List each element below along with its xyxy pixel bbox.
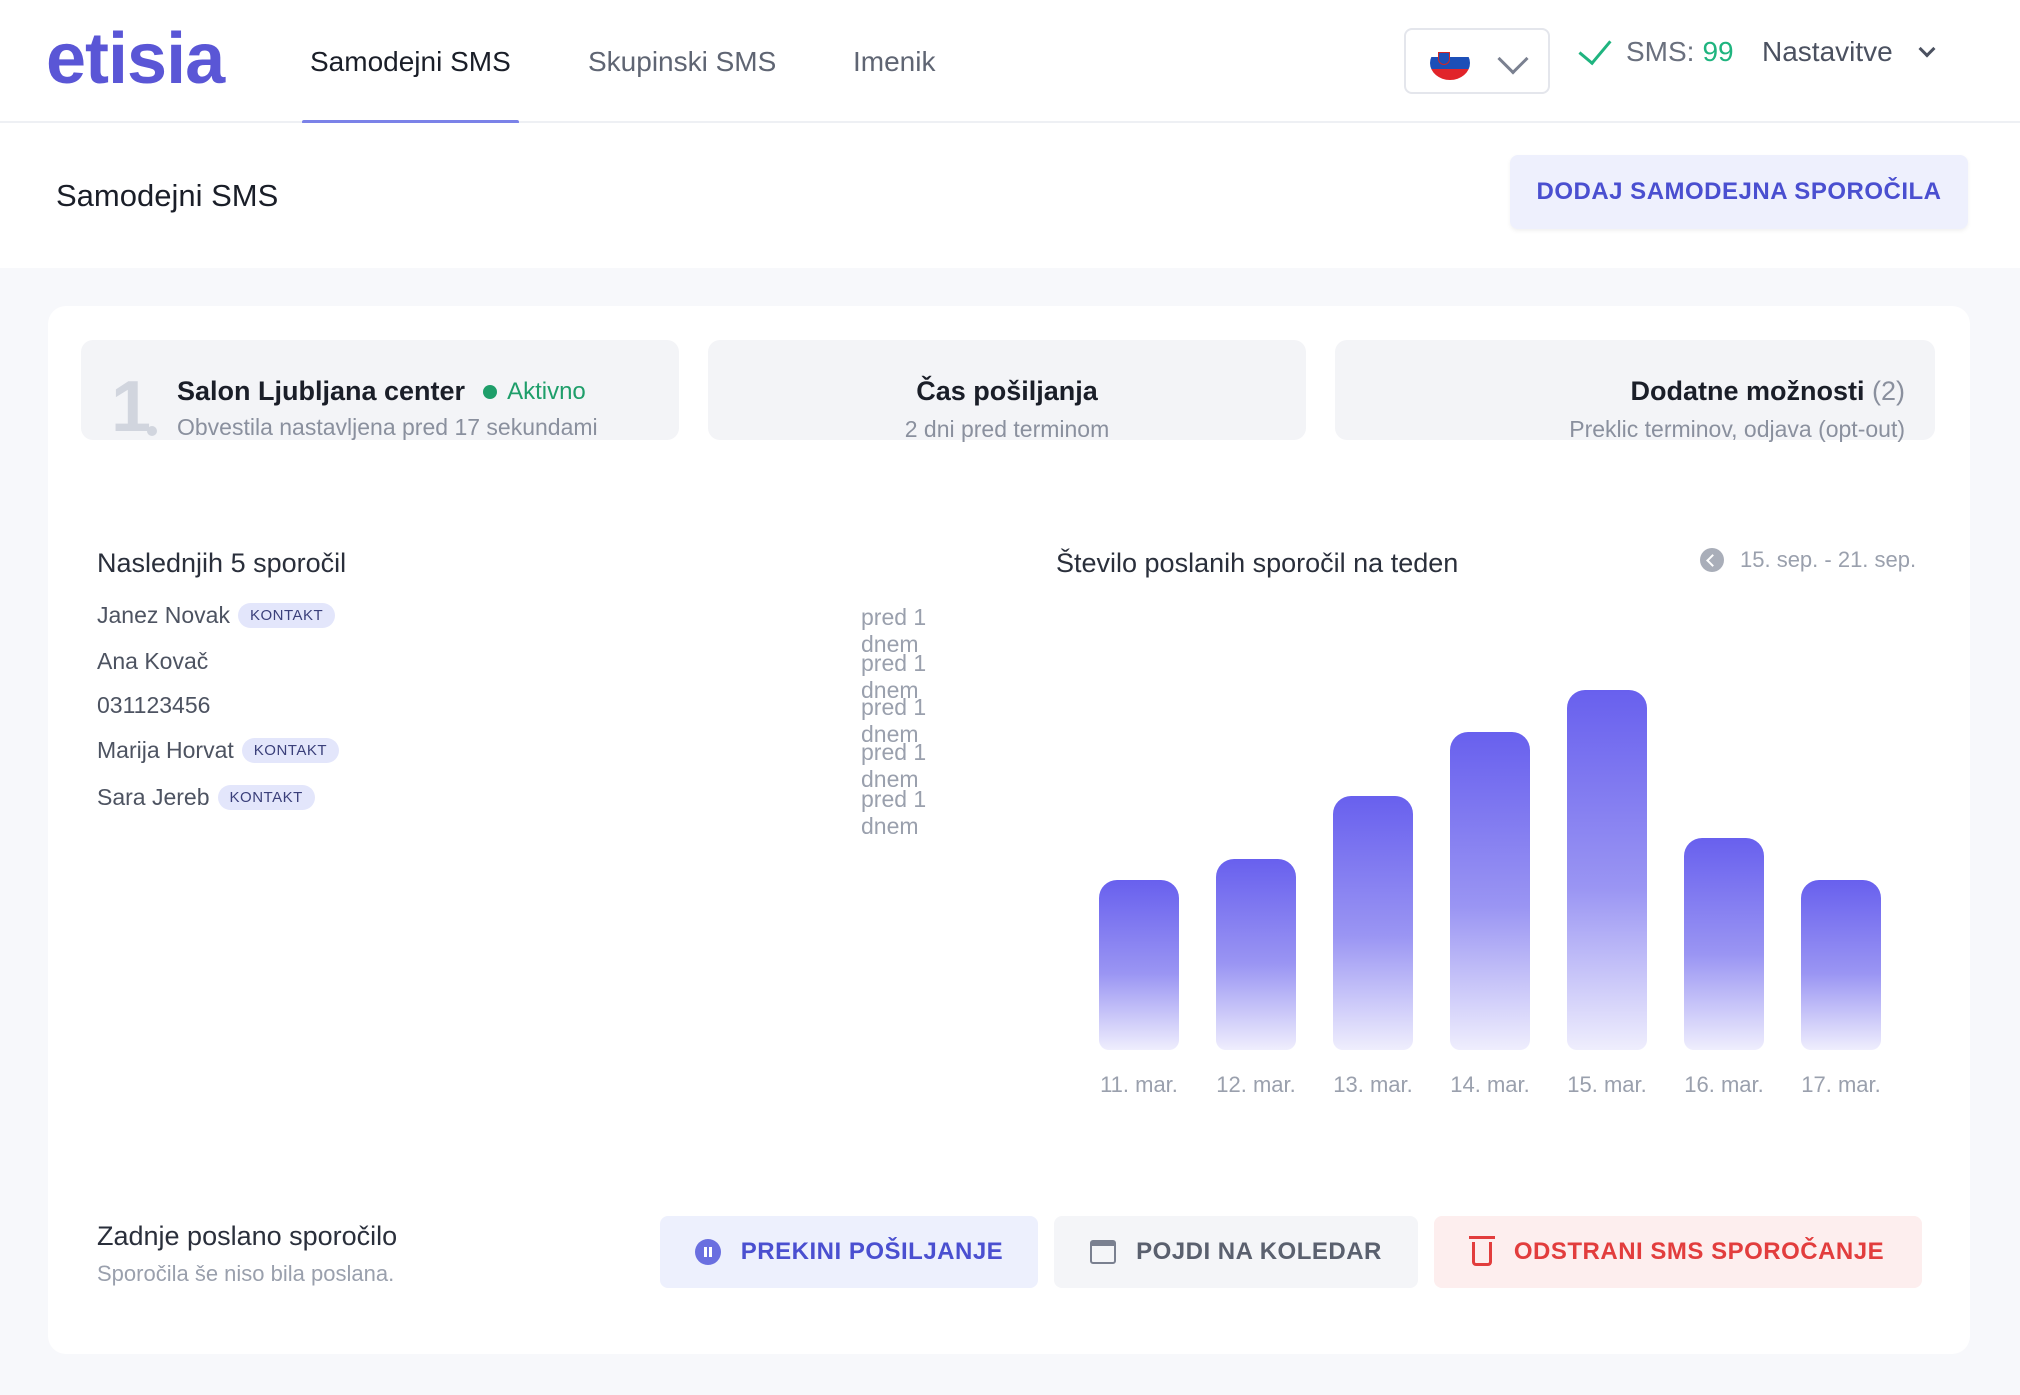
recipient-name: Janez Novak xyxy=(97,602,230,628)
settings-label: Nastavitve xyxy=(1762,36,1893,67)
remove-sms-button[interactable]: ODSTRANI SMS SPOROČANJE xyxy=(1434,1216,1922,1288)
timing-box[interactable]: Čas pošiljanja 2 dni pred terminom xyxy=(708,340,1306,442)
auto-sms-card: 1 Salon Ljubljana center Aktivno Obvesti… xyxy=(48,306,1970,1354)
x-tick-label: 13. mar. xyxy=(1333,1072,1413,1097)
options-box[interactable]: Dodatne možnosti (2) Preklic terminov, o… xyxy=(1335,340,1935,442)
tab-skupinski-sms[interactable]: Skupinski SMS xyxy=(588,45,777,77)
list-item[interactable]: Ana Kovač pred 1 dnem xyxy=(97,648,947,703)
page-title: Samodejni SMS xyxy=(56,178,279,213)
chart-bar xyxy=(1216,859,1296,1050)
recipient-name: 031123456 xyxy=(97,692,211,718)
timing-title: Čas pošiljanja xyxy=(916,376,1098,406)
x-tick-label: 15. mar. xyxy=(1567,1072,1647,1097)
calendar-icon xyxy=(1090,1240,1117,1264)
message-time: pred 1 dnem xyxy=(861,739,927,792)
options-title-text: Dodatne možnosti xyxy=(1630,376,1865,406)
index-dot xyxy=(147,426,157,436)
options-value: Preklic terminov, odjava (opt-out) xyxy=(1569,416,1905,442)
recipient-name: Sara Jereb xyxy=(97,784,210,810)
x-tick-label: 11. mar. xyxy=(1100,1072,1178,1097)
sms-credit: SMS: 99 xyxy=(1578,30,1734,68)
message-time: pred 1 dnem xyxy=(861,786,927,839)
list-item[interactable]: 031123456 pred 1 dnem xyxy=(97,692,947,747)
pause-label: PREKINI POŠILJANJE xyxy=(740,1238,1004,1265)
chart-bar xyxy=(1333,795,1413,1050)
timing-value: 2 dni pred terminom xyxy=(904,416,1110,442)
list-item[interactable]: Marija Horvat KONTAKT pred 1 dnem xyxy=(97,737,947,792)
check-icon xyxy=(1578,30,1612,66)
calendar-label: POJDI NA KOLEDAR xyxy=(1136,1238,1382,1265)
chevron-down-icon xyxy=(1497,43,1529,75)
tab-imenik[interactable]: Imenik xyxy=(853,45,936,77)
contact-badge: KONTAKT xyxy=(217,785,315,810)
message-time: pred 1 dnem xyxy=(861,694,927,747)
chevron-down-icon xyxy=(1918,40,1936,58)
chart-bar xyxy=(1099,880,1179,1050)
last-sent-title: Zadnje poslano sporočilo xyxy=(97,1221,398,1251)
recipient-name: Ana Kovač xyxy=(97,648,209,674)
next-messages-title: Naslednjih 5 sporočil xyxy=(97,548,347,578)
pause-icon xyxy=(694,1239,721,1265)
rule-title: Salon Ljubljana center Aktivno xyxy=(177,376,586,407)
message-time: pred 1 dnem xyxy=(861,604,927,657)
arrow-left-icon[interactable] xyxy=(1700,548,1724,572)
sms-label: SMS: xyxy=(1626,36,1695,67)
chart-bar xyxy=(1801,880,1881,1050)
x-tick-label: 17. mar. xyxy=(1801,1072,1881,1097)
etisia-logo[interactable]: etisia xyxy=(46,19,225,99)
chart-bar xyxy=(1450,732,1530,1050)
date-range-nav[interactable]: 15. sep. - 21. sep. xyxy=(1700,547,1916,573)
page-header: Samodejni SMS DODAJ SAMODEJNA SPOROČILA xyxy=(0,123,2020,268)
recipient-name: Marija Horvat xyxy=(97,737,234,763)
x-tick-label: 12. mar. xyxy=(1216,1072,1296,1097)
chart-title: Število poslanih sporočil na teden xyxy=(1056,548,1459,578)
contact-badge: KONTAKT xyxy=(241,738,339,763)
chart-bar xyxy=(1567,689,1647,1050)
sms-count: 99 xyxy=(1702,36,1734,67)
go-to-calendar-button[interactable]: POJDI NA KOLEDAR xyxy=(1054,1216,1418,1288)
chart-bar xyxy=(1684,838,1764,1050)
list-item[interactable]: Janez Novak KONTAKT pred 1 dnem xyxy=(97,602,947,657)
top-navigation: etisia Samodejni SMS Skupinski SMS Imeni… xyxy=(0,0,2020,124)
trash-icon xyxy=(1468,1236,1495,1266)
delete-label: ODSTRANI SMS SPOROČANJE xyxy=(1513,1238,1885,1265)
location-name: Salon Ljubljana center xyxy=(177,376,466,406)
options-title: Dodatne možnosti (2) xyxy=(1630,376,1905,407)
add-auto-messages-button[interactable]: DODAJ SAMODEJNA SPOROČILA xyxy=(1510,155,1968,229)
rule-summary-box[interactable]: 1 Salon Ljubljana center Aktivno Obvesti… xyxy=(81,340,679,447)
rule-index: 1 xyxy=(111,367,152,447)
rule-subtitle: Obvestila nastavljena pred 17 sekundami xyxy=(177,414,598,440)
settings-dropdown[interactable]: Nastavitve xyxy=(1762,36,1936,68)
tab-samodejni-sms[interactable]: Samodejni SMS xyxy=(302,0,519,124)
pause-sending-button[interactable]: PREKINI POŠILJANJE xyxy=(660,1216,1038,1288)
list-item[interactable]: Sara Jereb KONTAKT pred 1 dnem xyxy=(97,784,947,839)
language-selector[interactable] xyxy=(1404,28,1550,94)
options-count: (2) xyxy=(1872,376,1905,406)
x-tick-label: 14. mar. xyxy=(1450,1072,1530,1097)
message-time: pred 1 dnem xyxy=(861,650,927,703)
last-sent-subtitle: Sporočila še niso bila poslana. xyxy=(97,1261,395,1286)
status-badge: Aktivno xyxy=(507,377,586,405)
slovenia-flag-icon xyxy=(1430,46,1470,80)
contact-badge: KONTAKT xyxy=(237,603,336,628)
date-range-label: 15. sep. - 21. sep. xyxy=(1740,547,1917,572)
status-dot-icon xyxy=(483,384,498,399)
x-tick-label: 16. mar. xyxy=(1684,1072,1764,1097)
